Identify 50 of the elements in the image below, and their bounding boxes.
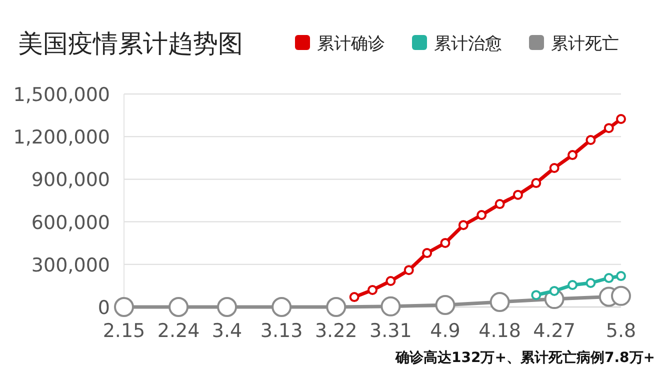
point [531,178,542,188]
x-tick-label: 4.18 [478,320,521,342]
point [440,238,450,248]
point [586,278,596,288]
legend-label: 累计治愈 [434,34,502,54]
x-tick-label: 2.24 [157,320,200,342]
point [494,199,505,210]
point [586,135,596,146]
x-tick-label: 5.8 [606,320,636,342]
point [568,150,578,160]
point [616,271,626,282]
point [422,248,432,258]
point [368,284,378,295]
y-tick-label: 0 [98,297,110,319]
point [568,280,578,290]
text: 确诊高达132万+、累计死亡病例7.8万+ [394,349,655,366]
chart-title: 美国疫情累计趋势图 [18,29,243,58]
point [380,296,401,316]
y-tick-label: 900,000 [31,169,110,192]
y-tick-label: 1,500,000 [13,84,110,106]
point [604,273,614,284]
y-tick-label: 600,000 [31,212,110,234]
point [604,123,614,134]
point [272,297,292,317]
point [386,276,396,286]
legend-label: 累计确诊 [317,34,385,54]
y-tick-label: 1,200,000 [13,126,110,149]
x-tick-label: 2.15 [102,320,146,342]
point [531,290,542,300]
x-tick-label: 4.9 [430,320,460,342]
point [490,292,510,312]
point [349,292,360,302]
x-tick-label: 3.4 [212,320,242,342]
x-tick-label: 3.31 [370,320,412,342]
x-tick-label: 3.22 [314,320,358,342]
legend-label: 累计死亡 [551,34,619,54]
point [404,265,414,276]
x-tick-label: 3.13 [260,320,303,342]
point [549,162,560,173]
point [549,286,560,296]
point [435,295,456,316]
point [458,220,468,230]
point [326,297,346,317]
y-tick-label: 300,000 [31,254,110,276]
point [217,297,238,317]
point [611,286,631,306]
x-tick-label: 4.27 [533,320,576,342]
point [476,210,487,220]
point [512,190,523,200]
point [616,114,626,124]
